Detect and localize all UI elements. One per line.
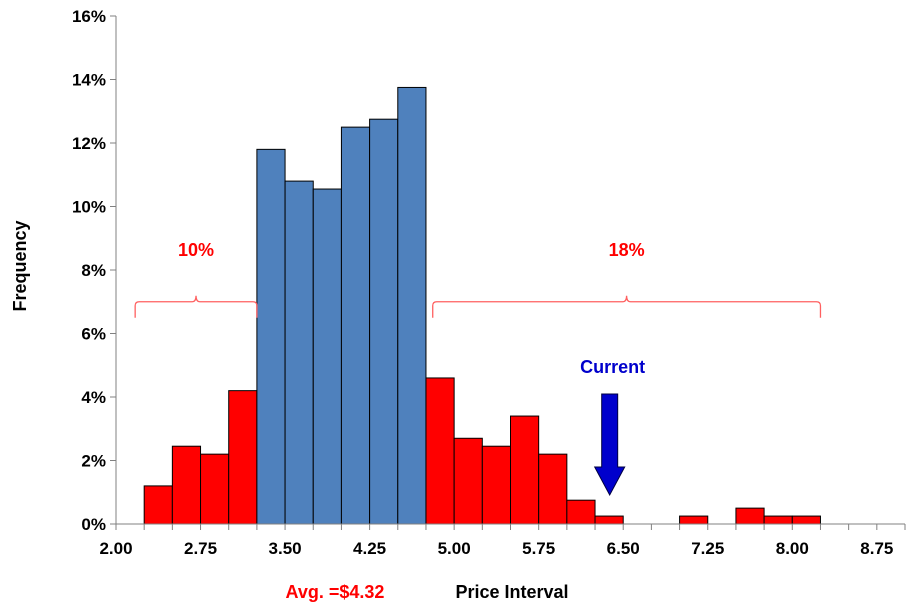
x-tick-label: 2.00 xyxy=(99,539,132,558)
histogram-bar xyxy=(425,377,455,525)
ticks-group: 0% 2% 4% 6% 8% 10% 12% 14% 16% 2.00 2.75 3.50 4.25 5.… xyxy=(72,7,906,558)
right-tail-bracket xyxy=(432,295,822,318)
y-tick-label: 14% xyxy=(72,71,106,90)
histogram-bar xyxy=(397,86,427,525)
histogram-bar xyxy=(369,118,399,525)
histogram-bar xyxy=(594,515,624,525)
y-tick-label: 2% xyxy=(81,452,106,471)
histogram-bar xyxy=(679,515,709,525)
x-tick-label: 3.50 xyxy=(269,539,302,558)
x-axis-title: Price Interval xyxy=(455,582,568,602)
histogram-bar xyxy=(143,485,173,525)
y-tick-label: 16% xyxy=(72,7,106,26)
y-tick-label: 12% xyxy=(72,134,106,153)
histogram-bar xyxy=(566,499,596,525)
y-axis-title: Frequency xyxy=(10,220,30,311)
histogram-bar xyxy=(228,390,258,525)
histogram-bar xyxy=(200,453,230,525)
y-tick-label: 0% xyxy=(81,515,106,534)
histogram-bar xyxy=(256,148,286,525)
histogram-bar xyxy=(340,126,371,525)
left-tail-bracket xyxy=(134,295,258,318)
y-tick-label: 10% xyxy=(72,198,106,217)
histogram-bar xyxy=(312,188,342,525)
x-tick-label: 4.25 xyxy=(353,539,386,558)
histogram-bar xyxy=(453,437,483,525)
current-arrow-icon xyxy=(593,393,626,497)
x-tick-label: 5.00 xyxy=(438,539,471,558)
x-tick-label: 2.75 xyxy=(184,539,217,558)
x-tick-label: 8.00 xyxy=(776,539,809,558)
histogram-bar xyxy=(791,515,821,525)
histogram-bar xyxy=(763,515,793,525)
x-tick-label: 8.75 xyxy=(860,539,893,558)
histogram-bar xyxy=(510,415,540,525)
histogram-bar xyxy=(735,507,765,525)
annotations-group: 10% 18% Current Avg. =$4.32 xyxy=(134,240,822,602)
y-tick-label: 4% xyxy=(81,388,106,407)
histogram-bar xyxy=(171,445,202,525)
x-tick-label: 5.75 xyxy=(522,539,555,558)
x-tick-label: 7.25 xyxy=(691,539,724,558)
left-tail-percent-label: 10% xyxy=(178,240,214,260)
y-tick-label: 6% xyxy=(81,325,106,344)
bars-group xyxy=(143,86,821,525)
x-tick-label: 6.50 xyxy=(607,539,640,558)
histogram-bar xyxy=(538,453,568,525)
y-tick-label: 8% xyxy=(81,261,106,280)
average-label: Avg. =$4.32 xyxy=(286,582,385,602)
current-label: Current xyxy=(580,357,645,377)
histogram-bar xyxy=(284,180,314,525)
histogram-bar xyxy=(481,445,512,525)
right-tail-percent-label: 18% xyxy=(609,240,645,260)
